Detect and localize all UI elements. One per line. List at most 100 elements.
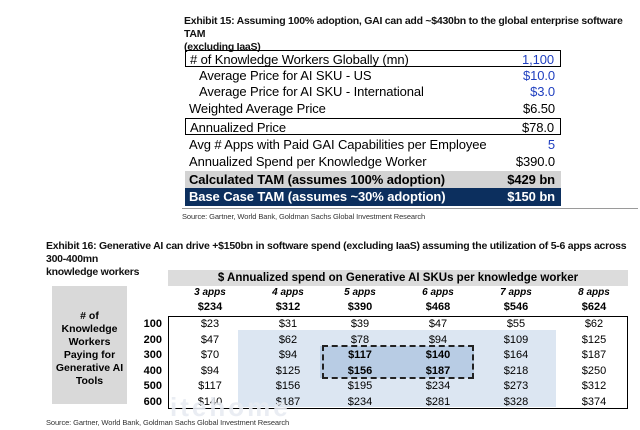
row-label: Avg # Apps with Paid GAI Capabilities pe… xyxy=(189,137,487,152)
row-label: 500 xyxy=(143,380,162,392)
column-spend-value: $234 xyxy=(197,301,223,313)
table-cell: $164 xyxy=(503,349,529,361)
table-cell: $140 xyxy=(197,395,223,408)
table-cell: $62 xyxy=(584,318,604,330)
table-cell: $39 xyxy=(350,318,370,330)
table-cell: $62 xyxy=(278,333,298,346)
header-rule xyxy=(168,316,628,317)
table-cell: $94 xyxy=(200,364,220,377)
row-annualized-price: Annualized Price $78.0 xyxy=(185,118,561,135)
table-cell: $312 xyxy=(581,380,607,392)
row-label: Annualized Price xyxy=(190,120,286,135)
row-avg-apps: Avg # Apps with Paid GAI Capabilities pe… xyxy=(185,136,561,153)
table-cell: $328 xyxy=(503,395,529,408)
row-value: $10.0 xyxy=(522,68,555,83)
row-label: 100 xyxy=(143,318,162,330)
exhibit15-title-line1: Exhibit 15: Assuming 100% adoption, GAI … xyxy=(184,15,623,40)
table-cell: $94 xyxy=(428,333,448,346)
column-spend-value: $312 xyxy=(275,301,301,313)
row-label: # of Knowledge Workers Globally (mn) xyxy=(190,52,409,67)
table-cell: $47 xyxy=(428,318,448,330)
table-cell: $117 xyxy=(198,380,222,392)
exhibit16-header: $ Annualized spend on Generative AI SKUs… xyxy=(168,270,628,286)
column-spend-value: $468 xyxy=(425,301,451,313)
side-label-line: Workers xyxy=(68,336,111,348)
row-value: $3.0 xyxy=(530,84,555,99)
exhibit15-table: # of Knowledge Workers Globally (mn) 1,1… xyxy=(185,50,561,206)
column-label: 4 apps xyxy=(272,287,304,298)
table-cell: $140 xyxy=(425,349,451,361)
column-spend-value: $624 xyxy=(581,301,607,313)
side-label-line: Generative AI xyxy=(55,362,124,374)
row-value: 1,100 xyxy=(521,52,554,67)
column-spend-value: $390 xyxy=(347,301,373,313)
side-label-line: # of xyxy=(80,310,99,322)
table-cell: $156 xyxy=(347,364,373,377)
row-price-us: Average Price for AI SKU - US $10.0 xyxy=(185,67,561,84)
column-spend-value: $546 xyxy=(503,301,529,313)
row-value: $78.0 xyxy=(521,120,554,135)
row-annualized-spend: Annualized Spend per Knowledge Worker $3… xyxy=(185,153,561,170)
column-label: 7 apps xyxy=(500,287,532,298)
table-cell: $109 xyxy=(503,333,529,346)
exhibit16-title-line1: Exhibit 16: Generative AI can drive +$15… xyxy=(46,240,627,265)
row-label: 200 xyxy=(143,333,162,346)
row-value: $6.50 xyxy=(522,101,555,116)
row-label: Average Price for AI SKU - International xyxy=(199,84,424,99)
table-cell: $273 xyxy=(503,380,529,392)
side-label-line: Paying for xyxy=(63,349,116,361)
row-label: Weighted Average Price xyxy=(189,101,326,116)
table-cell: $374 xyxy=(581,395,607,408)
highlight-core xyxy=(320,346,474,378)
base-case-dashed-box xyxy=(322,345,474,379)
table-cell: $78 xyxy=(350,333,370,346)
exhibit16-title: Exhibit 16: Generative AI can drive +$15… xyxy=(46,240,636,279)
table-cell: $31 xyxy=(278,318,298,330)
table-cell: $23 xyxy=(200,318,220,330)
table-cell: $218 xyxy=(503,364,529,377)
row-calculated-tam: Calculated TAM (assumes 100% adoption) $… xyxy=(185,171,561,188)
column-label: 6 apps xyxy=(422,287,454,298)
table-cell: $117 xyxy=(348,349,372,361)
row-base-case-tam: Base Case TAM (assumes ~30% adoption) $1… xyxy=(185,188,561,206)
table-cell: $187 xyxy=(425,364,451,377)
table-cell: $234 xyxy=(425,380,451,392)
row-label: 400 xyxy=(143,364,162,377)
table-cell: $234 xyxy=(347,395,373,408)
column-label: 5 apps xyxy=(344,287,376,298)
row-value: 5 xyxy=(547,137,555,152)
table-cell: $47 xyxy=(200,333,220,346)
table-cell: $281 xyxy=(425,395,451,408)
table-cell: $187 xyxy=(275,395,301,408)
table-cell: $187 xyxy=(581,349,607,361)
row-label: Calculated TAM (assumes 100% adoption) xyxy=(189,172,446,187)
column-label: 8 apps xyxy=(578,287,610,298)
row-label: 600 xyxy=(143,395,162,408)
row-value: $429 bn xyxy=(507,172,555,187)
divider xyxy=(182,208,638,209)
row-value: $390.0 xyxy=(515,154,555,169)
table-cell: $125 xyxy=(275,364,301,377)
column-label: 3 apps xyxy=(194,287,226,298)
right-rule xyxy=(627,316,628,408)
row-label: Average Price for AI SKU - US xyxy=(199,68,372,83)
exhibit16-title-line2: knowledge workers xyxy=(46,266,140,278)
table-cell: $55 xyxy=(506,318,526,330)
table-cell: $94 xyxy=(278,349,298,361)
table-cell: $125 xyxy=(581,333,607,346)
row-label: Annualized Spend per Knowledge Worker xyxy=(189,154,427,169)
table-cell: $70 xyxy=(200,349,220,361)
left-rule xyxy=(168,316,169,408)
side-label-box: # of Knowledge Workers Paying for Genera… xyxy=(52,286,127,404)
row-value: $150 bn xyxy=(507,189,555,204)
exhibit15-source: Source: Gartner, World Bank, Goldman Sac… xyxy=(182,212,426,221)
exhibit16-source: Source: Gartner, World Bank, Goldman Sac… xyxy=(46,418,290,427)
watermark: itehome xyxy=(170,392,291,422)
table-cell: $195 xyxy=(347,380,373,392)
table-cell: $156 xyxy=(275,380,301,392)
side-label-line: Tools xyxy=(75,375,104,387)
row-price-intl: Average Price for AI SKU - International… xyxy=(185,83,561,100)
side-label-line: Knowledge xyxy=(61,323,118,335)
row-knowledge-workers: # of Knowledge Workers Globally (mn) 1,1… xyxy=(185,50,561,67)
